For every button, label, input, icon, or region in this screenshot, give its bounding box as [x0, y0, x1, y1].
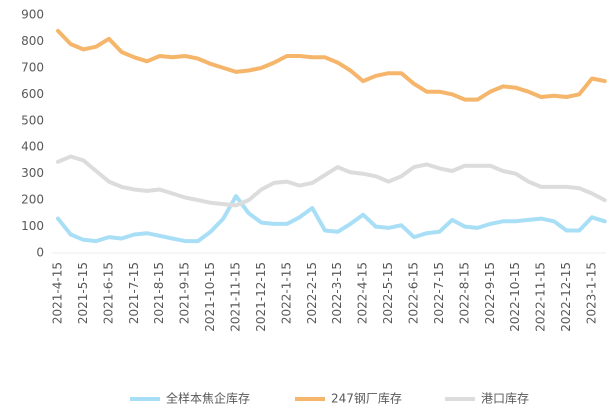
legend-label: 247钢厂库存 — [331, 391, 402, 406]
y-tick-label: 400 — [21, 140, 44, 154]
legend-label: 港口库存 — [481, 391, 529, 406]
x-tick-label: 2021-6-15 — [101, 262, 115, 324]
x-tick-label: 2021-12-15 — [254, 262, 268, 332]
y-tick-label: 600 — [21, 87, 44, 101]
x-tick-label: 2023-1-15 — [585, 262, 599, 324]
x-tick-label: 2021-7-15 — [127, 262, 141, 324]
x-tick-label: 2021-8-15 — [152, 262, 166, 324]
x-tick-label: 2022-11-15 — [534, 262, 548, 332]
x-tick-label: 2022-4-15 — [356, 262, 370, 324]
x-tick-label: 2021-4-15 — [51, 262, 65, 324]
series-line — [56, 28, 607, 102]
legend-label: 全样本焦企库存 — [166, 391, 250, 406]
y-tick-label: 0 — [36, 246, 44, 260]
x-tick-label: 2022-7-15 — [432, 262, 446, 324]
x-tick-label: 2022-8-15 — [457, 262, 471, 324]
x-tick-label: 2021-9-15 — [178, 262, 192, 324]
x-tick-label: 2021-10-15 — [203, 262, 217, 332]
x-tick-label: 2021-11-15 — [229, 262, 243, 332]
series-line — [56, 154, 607, 208]
x-tick-label: 2022-12-15 — [559, 262, 573, 332]
y-tick-label: 700 — [21, 60, 44, 74]
y-tick-label: 500 — [21, 113, 44, 127]
x-tick-label: 2022-1-15 — [279, 262, 293, 324]
y-tick-label: 900 — [21, 8, 44, 22]
series-line — [56, 194, 607, 244]
y-tick-label: 100 — [21, 219, 44, 233]
x-tick-label: 2022-6-15 — [407, 262, 421, 324]
x-tick-label: 2022-10-15 — [508, 262, 522, 332]
y-tick-label: 200 — [21, 193, 44, 207]
y-tick-label: 300 — [21, 166, 44, 180]
x-tick-label: 2022-5-15 — [381, 262, 395, 324]
x-tick-label: 2022-9-15 — [483, 262, 497, 324]
x-tick-label: 2022-2-15 — [305, 262, 319, 324]
x-tick-label: 2021-5-15 — [76, 262, 90, 324]
y-tick-label: 800 — [21, 34, 44, 48]
x-tick-label: 2022-3-15 — [330, 262, 344, 324]
